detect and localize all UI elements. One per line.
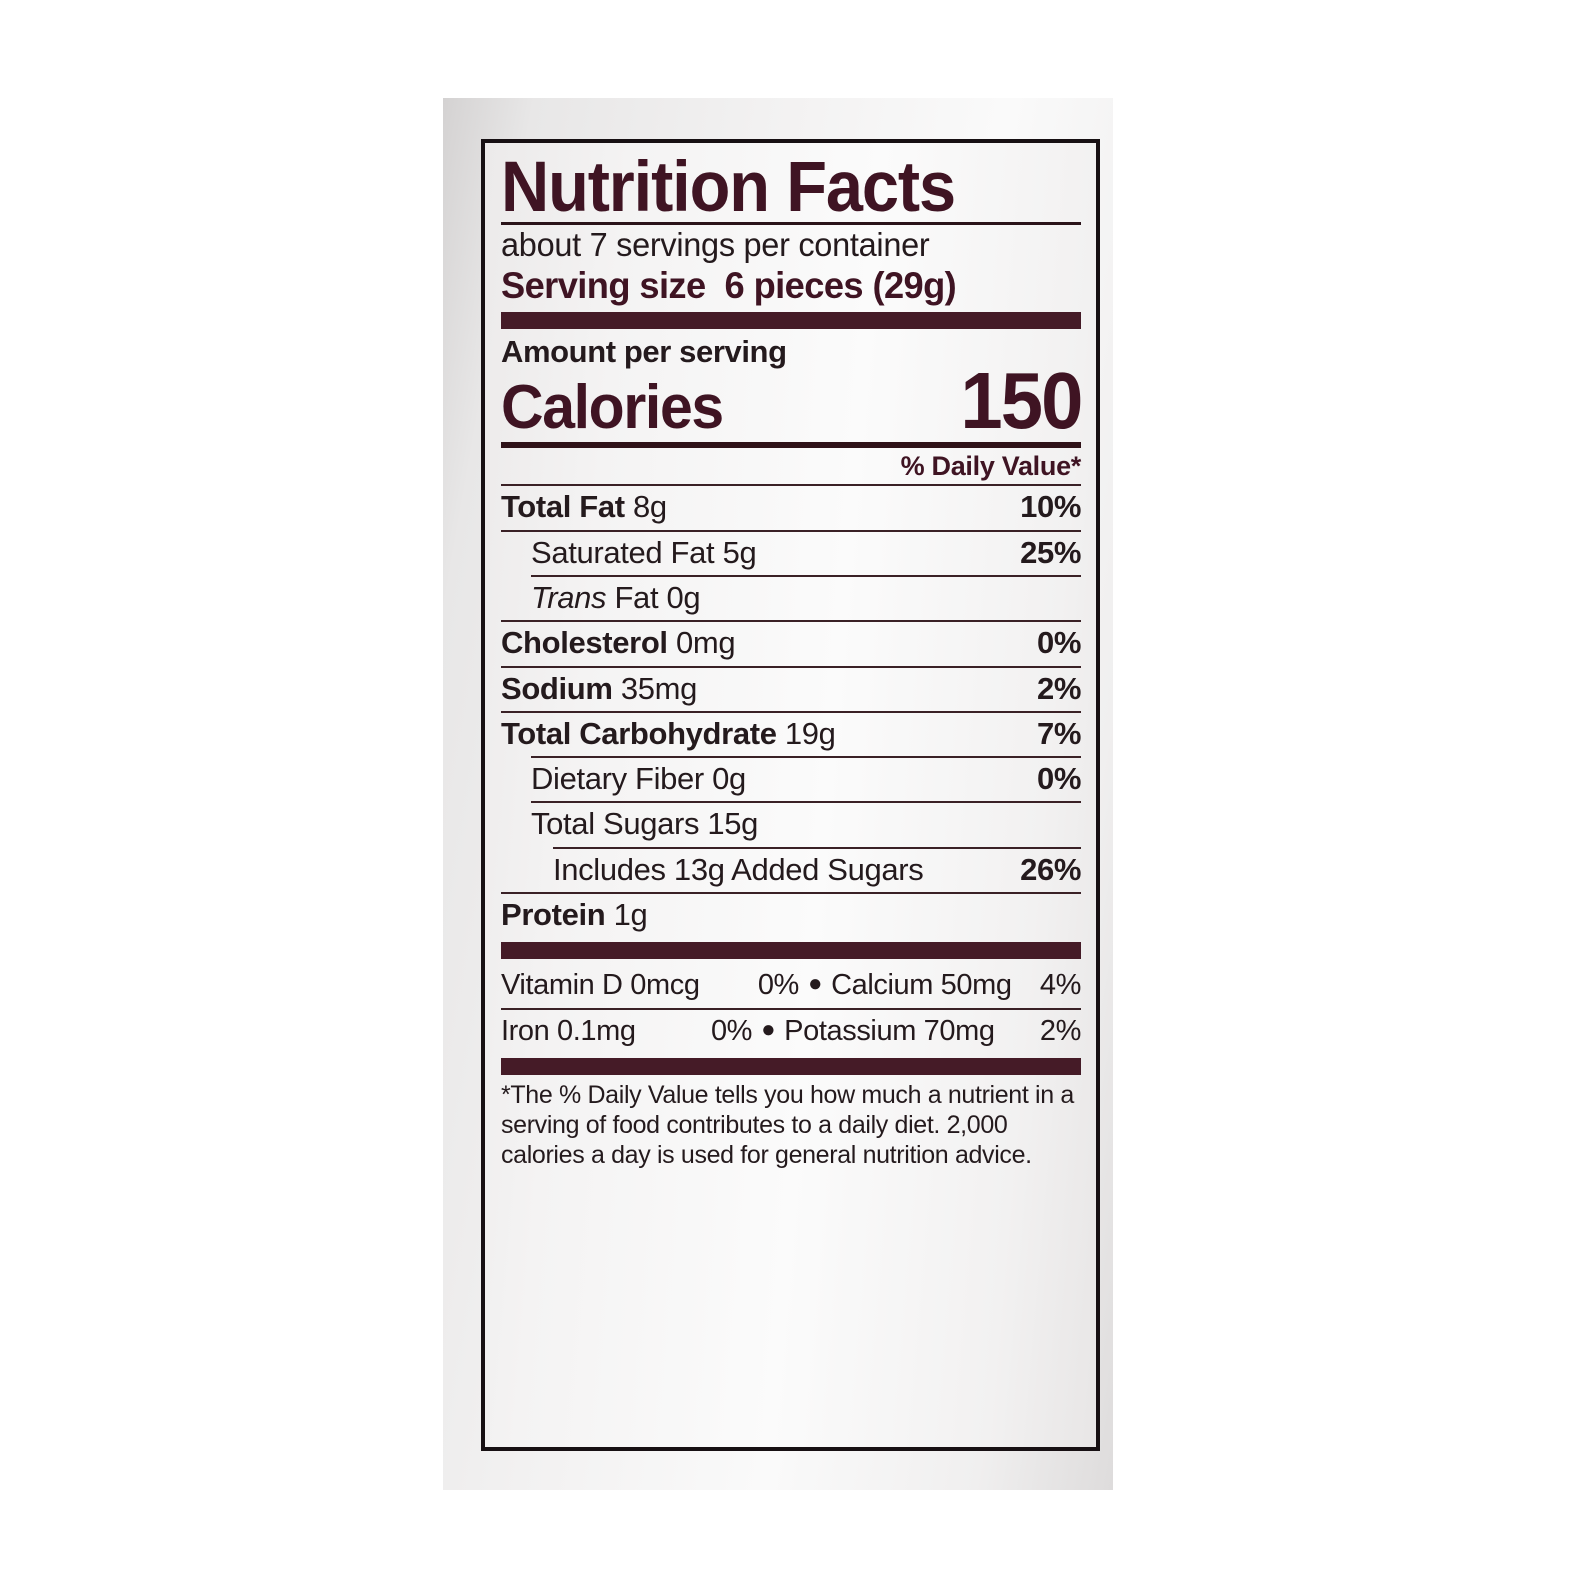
table-row: Sodium 35mg 2% xyxy=(501,668,1081,711)
nutrient-amount: 19g xyxy=(784,715,836,751)
divider-thick-vitamins xyxy=(501,942,1081,960)
nutrient-name: Total Carbohydrate xyxy=(501,715,777,751)
divider-above-nutrients xyxy=(501,484,1081,487)
table-row: Total Carbohydrate 19g 7% xyxy=(501,713,1081,756)
vitamin-daily-value: 0% xyxy=(757,969,800,1002)
nutrition-facts-label: Nutrition Facts about 7 servings per con… xyxy=(481,139,1100,1451)
nutrient-name: Trans xyxy=(531,579,607,615)
vitamin-daily-value-secondary: 2% xyxy=(1039,1014,1082,1047)
vitamin-name: Iron 0.1mg xyxy=(501,1014,636,1047)
nutrient-amount: 1g xyxy=(613,897,648,933)
table-row: Cholesterol 0mg 0% xyxy=(501,622,1081,665)
row-divider xyxy=(501,710,1081,713)
row-divider xyxy=(531,801,1081,804)
table-row: Trans Fat 0g xyxy=(501,577,1081,620)
nutrient-daily-value: 0% xyxy=(1036,625,1081,661)
divider-thick-footnote xyxy=(501,1057,1081,1075)
calories-row: Calories 150 xyxy=(501,356,1083,446)
table-row: Protein 1g xyxy=(501,894,1081,937)
nutrient-name: Total Fat xyxy=(501,489,625,525)
nutrient-name: Sodium xyxy=(501,670,613,706)
bullet-separator-icon: ● xyxy=(761,1015,776,1043)
nutrient-daily-value: 26% xyxy=(1020,851,1081,887)
servings-per-container: about 7 servings per container xyxy=(501,226,930,264)
daily-value-header: % Daily Value* xyxy=(900,451,1082,482)
nutrient-amount: 0mg xyxy=(675,625,736,661)
nutrient-name: Dietary Fiber xyxy=(531,761,704,797)
calories-value: 150 xyxy=(959,356,1083,446)
row-divider xyxy=(501,892,1081,895)
nutrient-name: Saturated Fat xyxy=(531,534,715,570)
nutrient-name: Includes 13g Added Sugars xyxy=(553,851,924,887)
nutrient-name: Protein xyxy=(501,897,606,933)
nutrient-amount: 15g xyxy=(707,806,759,842)
vitamin-name-secondary: Potassium 70mg xyxy=(784,1014,995,1047)
divider-under-title xyxy=(501,222,1081,226)
divider-thick-top xyxy=(501,311,1081,329)
amount-per-serving-label: Amount per serving xyxy=(501,333,787,369)
table-row: Iron 0.1mg 0% ● Potassium 70mg 2% xyxy=(501,1010,1081,1053)
nutrient-name: Total Sugars xyxy=(531,806,700,842)
calories-label: Calories xyxy=(501,373,724,443)
nutrient-name: Cholesterol xyxy=(501,625,668,661)
nutrient-amount: 0g xyxy=(712,761,746,797)
row-divider xyxy=(501,620,1081,623)
serving-size-value: 6 pieces (29g) xyxy=(724,265,957,307)
nutrient-daily-value: 2% xyxy=(1036,670,1081,706)
table-row: Dietary Fiber 0g 0% xyxy=(501,758,1081,801)
nutrient-daily-value: 25% xyxy=(1020,534,1081,570)
nutrient-amount: 8g xyxy=(632,489,667,525)
row-divider xyxy=(501,665,1081,668)
divider-under-calories xyxy=(501,442,1081,449)
serving-size-label: Serving size xyxy=(501,265,706,307)
table-row: Total Fat 8g 10% xyxy=(501,486,1081,529)
nutrient-daily-value: 7% xyxy=(1036,715,1081,751)
nutrient-daily-value: 0% xyxy=(1036,761,1081,797)
nutrient-daily-value: 10% xyxy=(1020,489,1081,525)
vitamin-daily-value: 0% xyxy=(710,1014,753,1047)
bullet-separator-icon: ● xyxy=(807,970,823,998)
nutrient-amount: 5g xyxy=(722,534,757,570)
table-row: Saturated Fat 5g 25% xyxy=(501,532,1081,575)
row-divider xyxy=(531,574,1081,577)
row-divider xyxy=(501,529,1081,532)
table-row: Includes 13g Added Sugars 26% xyxy=(501,849,1081,892)
nutrient-amount: Fat 0g xyxy=(614,579,701,615)
table-row: Vitamin D 0mcg 0% ● Calcium 50mg 4% xyxy=(501,964,1081,1007)
page-title: Nutrition Facts xyxy=(501,148,956,227)
daily-value-footnote: *The % Daily Value tells you how much a … xyxy=(501,1080,1074,1169)
row-divider xyxy=(553,846,1081,849)
nutrient-amount: 35mg xyxy=(620,670,698,706)
table-row: Total Sugars 15g xyxy=(501,803,1081,846)
vitamin-name: Vitamin D 0mcg xyxy=(501,969,700,1002)
serving-size-row: Serving size 6 pieces (29g) xyxy=(501,265,1069,306)
row-divider xyxy=(531,756,1081,759)
vitamin-name-secondary: Calcium 50mg xyxy=(831,969,1012,1002)
row-divider xyxy=(501,1007,1081,1010)
vitamin-daily-value-secondary: 4% xyxy=(1039,969,1082,1002)
